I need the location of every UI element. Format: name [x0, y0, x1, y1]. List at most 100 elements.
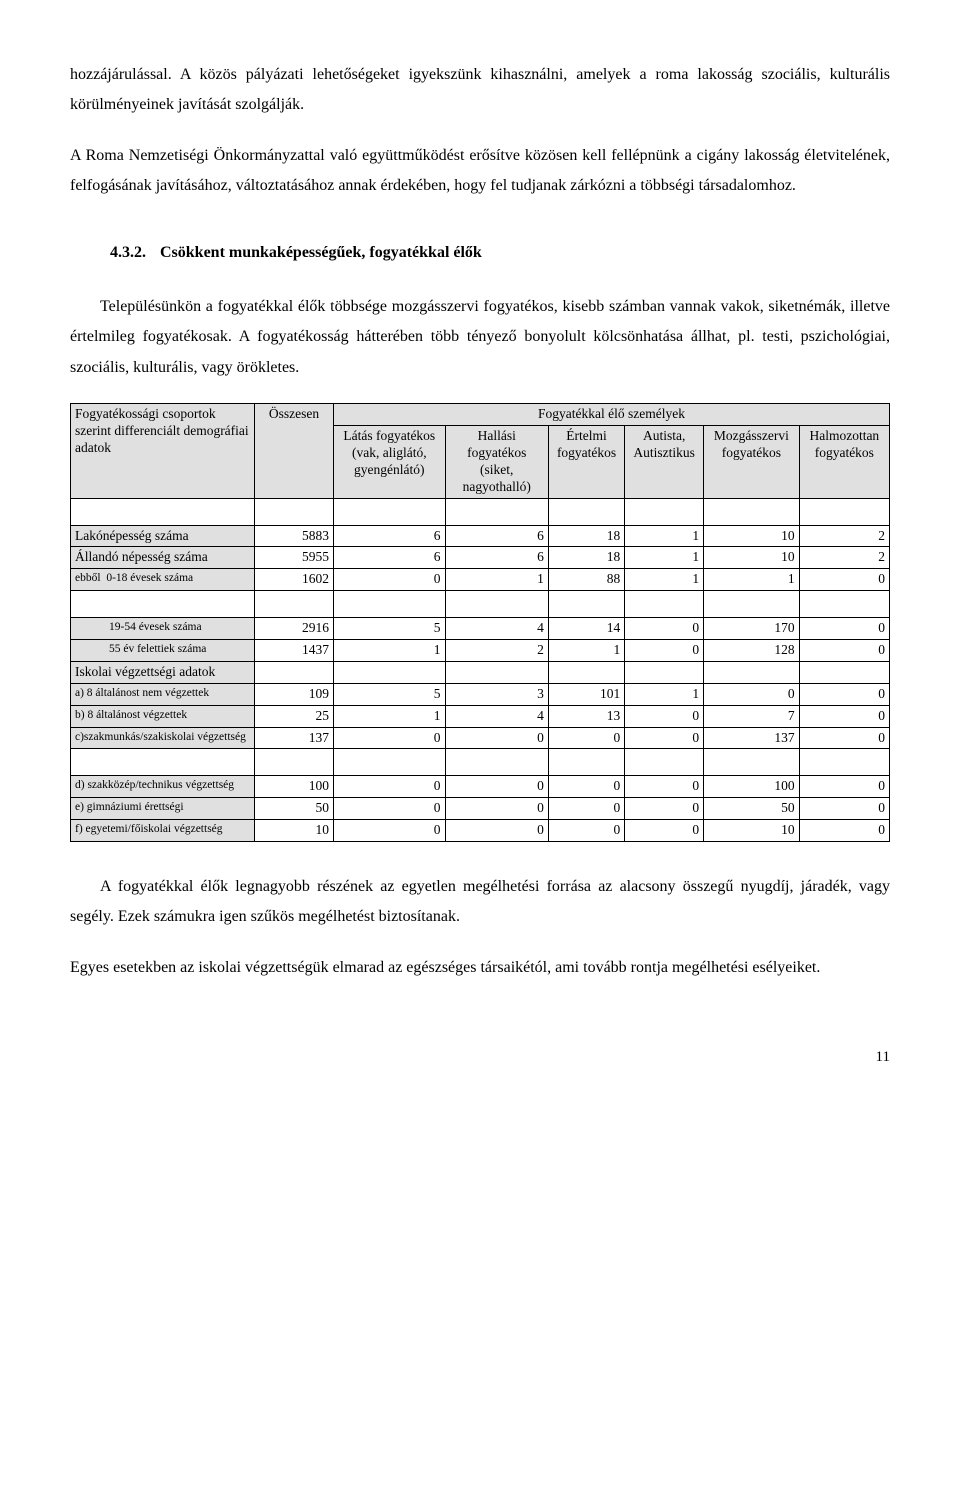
cell: 1 [548, 640, 624, 662]
cell: 6 [445, 525, 548, 547]
row-label: 19-54 évesek száma [71, 618, 255, 640]
disability-table: Fogyatékossági csoportok szerint differe… [70, 403, 890, 842]
cell: 137 [255, 727, 334, 749]
cell: 0 [548, 798, 624, 820]
table-row: 19-54 évesek száma 2916 5 4 14 0 170 0 [71, 618, 890, 640]
cell: 6 [445, 547, 548, 569]
cell: 0 [625, 640, 704, 662]
table-spacer [71, 749, 890, 776]
row-label: 55 év felettiek száma [71, 640, 255, 662]
row-label: a) 8 általánost nem végzettek [71, 683, 255, 705]
cell: 14 [548, 618, 624, 640]
cell: 10 [255, 820, 334, 842]
cell: 0 [334, 569, 446, 591]
paragraph-body-2: A fogyatékkal élők legnagyobb részének a… [70, 872, 890, 933]
cell: 1 [625, 525, 704, 547]
cell: 1 [704, 569, 800, 591]
cell: 4 [445, 618, 548, 640]
cell: 0 [334, 798, 446, 820]
cell: 0 [799, 798, 889, 820]
cell: 5883 [255, 525, 334, 547]
cell: 0 [799, 683, 889, 705]
table-row: b) 8 általánost végzettek 25 1 4 13 0 7 … [71, 705, 890, 727]
cell: 1 [625, 683, 704, 705]
row-label: Állandó népesség száma [71, 547, 255, 569]
cell: 5 [334, 683, 446, 705]
cell: 50 [255, 798, 334, 820]
cell: 0 [799, 820, 889, 842]
table-row: d) szakközép/technikus végzettség 100 0 … [71, 776, 890, 798]
col-header-hearing: Hallási fogyatékos (siket, nagyothalló) [445, 426, 548, 499]
cell: 18 [548, 547, 624, 569]
cell: 0 [625, 820, 704, 842]
section-title: Csökkent munkaképességűek, fogyatékkal é… [160, 244, 482, 261]
cell: 2916 [255, 618, 334, 640]
cell: 0 [625, 776, 704, 798]
cell [625, 661, 704, 683]
cell: 2 [799, 525, 889, 547]
cell: 2 [799, 547, 889, 569]
cell [445, 661, 548, 683]
cell: 0 [548, 727, 624, 749]
cell: 0 [799, 705, 889, 727]
table-row: Állandó népesség száma 5955 6 6 18 1 10 … [71, 547, 890, 569]
cell [704, 661, 800, 683]
cell: 101 [548, 683, 624, 705]
cell: 5955 [255, 547, 334, 569]
cell: 109 [255, 683, 334, 705]
paragraph-body-3: Egyes esetekben az iskolai végzettségük … [70, 953, 890, 983]
cell: 137 [704, 727, 800, 749]
cell: 0 [334, 820, 446, 842]
cell: 13 [548, 705, 624, 727]
cell: 25 [255, 705, 334, 727]
cell: 170 [704, 618, 800, 640]
cell: 0 [625, 798, 704, 820]
table-row: Iskolai végzettségi adatok [71, 661, 890, 683]
col-header-mobility: Mozgásszervi fogyatékos [704, 426, 800, 499]
cell: 0 [799, 618, 889, 640]
table-spacer [71, 591, 890, 618]
table-row: 55 év felettiek száma 1437 1 2 1 0 128 0 [71, 640, 890, 662]
row-label-sub: 0-18 évesek száma [106, 572, 193, 584]
cell: 0 [799, 727, 889, 749]
cell: 0 [799, 569, 889, 591]
cell: 0 [334, 727, 446, 749]
row-label: Lakónépesség száma [71, 525, 255, 547]
table-row: e) gimnáziumi érettségi 50 0 0 0 0 50 0 [71, 798, 890, 820]
cell: 1602 [255, 569, 334, 591]
cell: 100 [255, 776, 334, 798]
row-label: c)szakmunkás/szakiskolai végzettség [71, 727, 255, 749]
row-label: b) 8 általánost végzettek [71, 705, 255, 727]
cell [334, 661, 446, 683]
cell [799, 661, 889, 683]
cell: 7 [704, 705, 800, 727]
cell: 0 [625, 618, 704, 640]
cell: 0 [799, 776, 889, 798]
cell: 88 [548, 569, 624, 591]
cell: 2 [445, 640, 548, 662]
col-header-mental: Értelmi fogyatékos [548, 426, 624, 499]
table-row: f) egyetemi/főiskolai végzettség 10 0 0 … [71, 820, 890, 842]
cell [255, 661, 334, 683]
cell: 0 [445, 798, 548, 820]
col-header-total: Összesen [255, 404, 334, 498]
cell: 0 [625, 705, 704, 727]
page-number: 11 [70, 1043, 890, 1072]
cell: 128 [704, 640, 800, 662]
section-heading: 4.3.2. Csökkent munkaképességűek, fogyat… [110, 242, 890, 264]
row-label: Iskolai végzettségi adatok [71, 661, 255, 683]
cell: 100 [704, 776, 800, 798]
col-header-groups: Fogyatékossági csoportok szerint differe… [71, 404, 255, 498]
table-row: a) 8 általánost nem végzettek 109 5 3 10… [71, 683, 890, 705]
cell: 0 [334, 776, 446, 798]
table-spacer [71, 498, 890, 525]
row-label: d) szakközép/technikus végzettség [71, 776, 255, 798]
col-header-autism: Autista, Autisztikus [625, 426, 704, 499]
cell: 0 [445, 820, 548, 842]
cell: 1437 [255, 640, 334, 662]
cell: 50 [704, 798, 800, 820]
cell: 10 [704, 525, 800, 547]
row-label: f) egyetemi/főiskolai végzettség [71, 820, 255, 842]
paragraph-body-1: Településünkön a fogyatékkal élők többsé… [70, 292, 890, 383]
cell: 0 [799, 640, 889, 662]
